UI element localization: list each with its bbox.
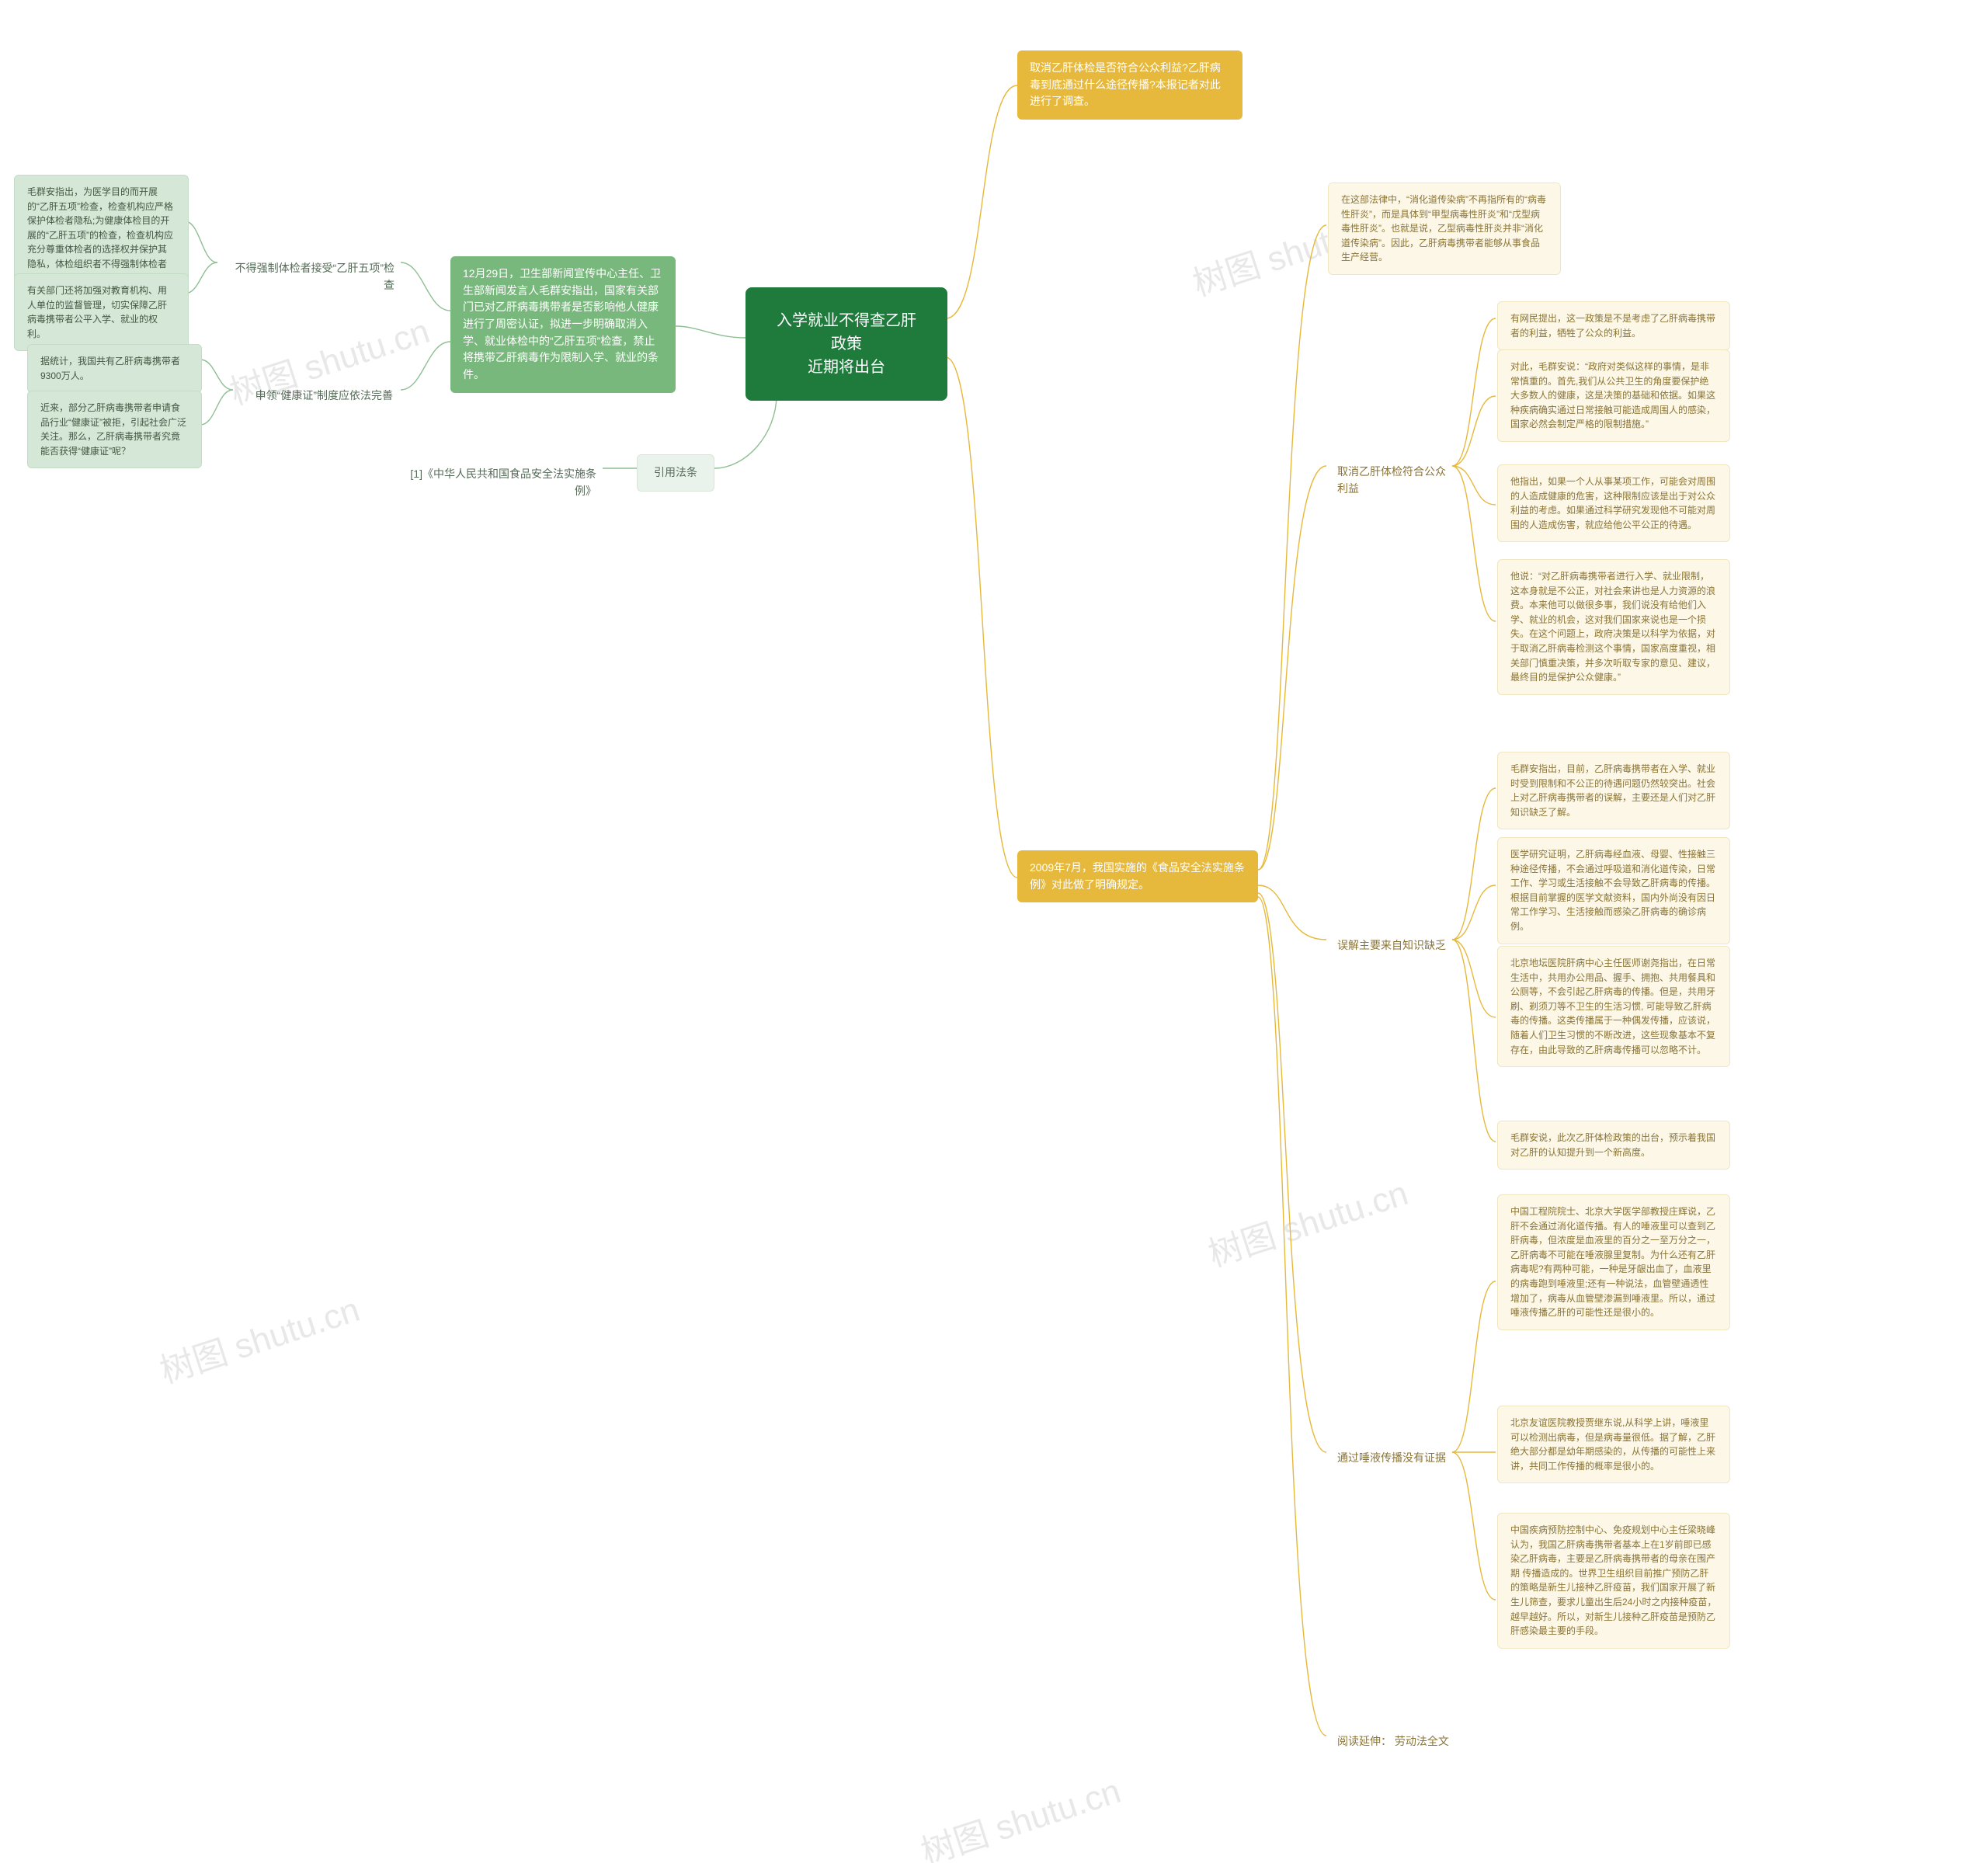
watermark: 树图 shutu.cn <box>914 1763 1126 1863</box>
root-node: 入学就业不得查乙肝 政策 近期将出台 <box>746 287 947 401</box>
root-title-line1: 入学就业不得查乙肝 政策 <box>767 309 926 356</box>
watermark: 树图 shutu.cn <box>1201 1165 1413 1276</box>
law-ref-label: 引用法条 <box>637 454 714 492</box>
right-intro-node: 取消乙肝体检是否符合公众利益?乙肝病毒到底通过什么途径传播?本报记者对此进行了调… <box>1017 50 1242 120</box>
right-group2-label: 误解主要来自知识缺乏 <box>1328 930 1456 962</box>
left-branch1-leaf2: 有关部门还将加强对教育机构、用人单位的监督管理，切实保障乙肝病毒携带者公平入学、… <box>14 273 189 351</box>
right-group1-leaf3: 他指出，如果一个人从事某项工作，可能会对周围的人造成健康的危害，这种限制应该是出… <box>1497 464 1730 542</box>
right-group3-leaf1: 中国工程院院士、北京大学医学部教授庄辉说，乙肝不会通过消化道传播。有人的唾液里可… <box>1497 1194 1730 1330</box>
left-main-node: 12月29日，卫生部新闻宣传中心主任、卫生部新闻发言人毛群安指出，国家有关部门已… <box>450 256 676 393</box>
left-branch1-label: 不得强制体检者接受“乙肝五项”检查 <box>217 252 404 301</box>
right-group2-leaf4: 毛群安说，此次乙肝体检政策的出台，预示着我国对乙肝的认知提升到一个新高度。 <box>1497 1121 1730 1170</box>
left-branch2-leaf1: 据统计，我国共有乙肝病毒携带者9300万人。 <box>27 344 202 393</box>
right-readmore: 阅读延伸： 劳动法全文 <box>1328 1726 1483 1758</box>
right-group3-label: 通过唾液传播没有证据 <box>1328 1442 1456 1475</box>
right-group2-leaf3: 北京地坛医院肝病中心主任医师谢尧指出，在日常生活中，共用办公用品、握手、拥抱、共… <box>1497 946 1730 1067</box>
right-group1-leaf2: 对此，毛群安说：“政府对类似这样的事情，是非常慎重的。首先,我们从公共卫生的角度… <box>1497 349 1730 442</box>
right-group3-leaf3: 中国疾病预防控制中心、免疫规划中心主任梁晓峰认为，我国乙肝病毒携带者基本上在1岁… <box>1497 1513 1730 1649</box>
right-top-leaf: 在这部法律中，“消化道传染病”不再指所有的“病毒性肝炎”，而是具体到“甲型病毒性… <box>1328 182 1561 275</box>
law-ref-item: [1]《中华人民共和国食品安全法实施条例》 <box>388 458 606 507</box>
right-group1-leaf1: 有网民提出，这一政策是不是考虑了乙肝病毒携带者的利益，牺牲了公众的利益。 <box>1497 301 1730 350</box>
root-title-line2: 近期将出台 <box>767 356 926 379</box>
right-group3-leaf2: 北京友谊医院教授贾继东说,从科学上讲，唾液里可以检测出病毒，但是病毒量很低。据了… <box>1497 1406 1730 1483</box>
right-group2-leaf2: 医学研究证明，乙肝病毒经血液、母婴、性接触三种途径传播，不会通过呼吸道和消化道传… <box>1497 837 1730 944</box>
watermark: 树图 shutu.cn <box>153 1281 365 1392</box>
right-main-node: 2009年7月，我国实施的《食品安全法实施条例》对此做了明确规定。 <box>1017 850 1258 902</box>
left-branch2-leaf2: 近来，部分乙肝病毒携带者申请食品行业“健康证”被拒，引起社会广泛关注。那么，乙肝… <box>27 391 202 468</box>
right-group2-leaf1: 毛群安指出，目前，乙肝病毒携带者在入学、就业时受到限制和不公正的待遇问题仍然较突… <box>1497 752 1730 829</box>
right-group1-label: 取消乙肝体检符合公众利益 <box>1328 456 1456 505</box>
right-group1-leaf4: 他说：“对乙肝病毒携带者进行入学、就业限制，这本身就是不公正，对社会来讲也是人力… <box>1497 559 1730 695</box>
left-branch2-label: 申领“健康证”制度应依法完善 <box>233 380 402 412</box>
